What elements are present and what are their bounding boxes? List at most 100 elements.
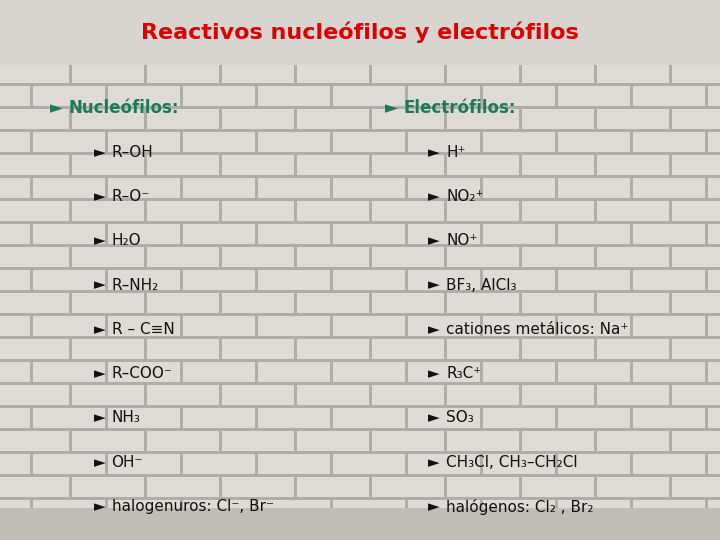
Bar — [183, 86, 255, 106]
Bar — [447, 339, 519, 359]
Bar — [708, 40, 720, 60]
Bar — [258, 362, 330, 382]
Bar — [558, 132, 630, 152]
Bar — [147, 155, 219, 175]
Bar — [0, 508, 720, 540]
Bar — [222, 293, 294, 313]
Text: cationes metálicos: Na⁺: cationes metálicos: Na⁺ — [446, 322, 629, 337]
Text: R–COO⁻: R–COO⁻ — [112, 366, 173, 381]
Bar — [333, 270, 405, 290]
Bar — [183, 408, 255, 428]
Bar — [558, 86, 630, 106]
Bar — [108, 316, 180, 336]
Bar — [297, 201, 369, 221]
Bar — [672, 155, 720, 175]
Text: ►: ► — [428, 499, 440, 514]
Bar — [372, 431, 444, 451]
Bar — [708, 224, 720, 244]
Bar — [372, 385, 444, 405]
Bar — [558, 362, 630, 382]
Text: R–O⁻: R–O⁻ — [112, 189, 150, 204]
Bar — [108, 500, 180, 520]
Bar — [522, 109, 594, 129]
Bar — [0, 40, 30, 60]
Bar — [633, 408, 705, 428]
Bar — [447, 523, 519, 540]
Bar — [558, 0, 630, 14]
Text: ►: ► — [94, 233, 105, 248]
Bar — [633, 454, 705, 474]
Bar — [597, 293, 669, 313]
Text: ►: ► — [94, 455, 105, 470]
Bar — [0, 362, 30, 382]
Bar — [522, 247, 594, 267]
Bar — [447, 109, 519, 129]
Bar — [333, 500, 405, 520]
Bar — [447, 201, 519, 221]
Bar — [72, 155, 144, 175]
Bar — [372, 109, 444, 129]
Bar — [147, 339, 219, 359]
Bar — [408, 224, 480, 244]
Bar — [258, 40, 330, 60]
Bar — [183, 132, 255, 152]
Bar — [522, 201, 594, 221]
Text: Reactivos nucleófilos y electrófilos: Reactivos nucleófilos y electrófilos — [141, 22, 579, 43]
Bar — [258, 454, 330, 474]
Bar — [558, 454, 630, 474]
Bar — [408, 0, 480, 14]
Bar — [108, 86, 180, 106]
Bar — [258, 408, 330, 428]
Bar — [597, 17, 669, 37]
Bar — [483, 270, 555, 290]
Bar — [333, 178, 405, 198]
Text: NO₂⁺: NO₂⁺ — [446, 189, 484, 204]
Bar — [0, 201, 69, 221]
Bar — [558, 270, 630, 290]
Text: ►: ► — [50, 99, 63, 117]
Bar — [708, 362, 720, 382]
Bar — [0, 523, 69, 540]
Bar — [333, 132, 405, 152]
Text: CH₃Cl, CH₃–CH₂Cl: CH₃Cl, CH₃–CH₂Cl — [446, 455, 578, 470]
Bar — [0, 109, 69, 129]
Text: ►: ► — [385, 99, 398, 117]
Bar — [372, 201, 444, 221]
Bar — [597, 339, 669, 359]
Bar — [483, 316, 555, 336]
Bar — [108, 40, 180, 60]
Bar — [183, 224, 255, 244]
Bar — [408, 132, 480, 152]
Text: ►: ► — [428, 278, 440, 293]
Bar — [633, 86, 705, 106]
Bar — [108, 270, 180, 290]
Text: R–OH: R–OH — [112, 145, 153, 160]
Bar — [72, 201, 144, 221]
Bar — [183, 40, 255, 60]
Bar — [522, 63, 594, 83]
Bar — [672, 523, 720, 540]
Bar — [408, 178, 480, 198]
Bar — [333, 40, 405, 60]
Bar — [222, 155, 294, 175]
Bar — [708, 454, 720, 474]
Bar — [0, 86, 30, 106]
Bar — [597, 247, 669, 267]
Bar — [33, 224, 105, 244]
Bar — [447, 17, 519, 37]
Text: ►: ► — [428, 410, 440, 426]
Bar — [372, 63, 444, 83]
Bar — [108, 178, 180, 198]
Bar — [408, 270, 480, 290]
Bar — [0, 339, 69, 359]
Bar — [558, 500, 630, 520]
Bar — [597, 155, 669, 175]
Bar — [558, 40, 630, 60]
Bar — [447, 385, 519, 405]
Bar — [33, 178, 105, 198]
Bar — [408, 362, 480, 382]
Bar — [297, 431, 369, 451]
Bar — [558, 316, 630, 336]
Text: H⁺: H⁺ — [446, 145, 466, 160]
Text: R–NH₂: R–NH₂ — [112, 278, 159, 293]
